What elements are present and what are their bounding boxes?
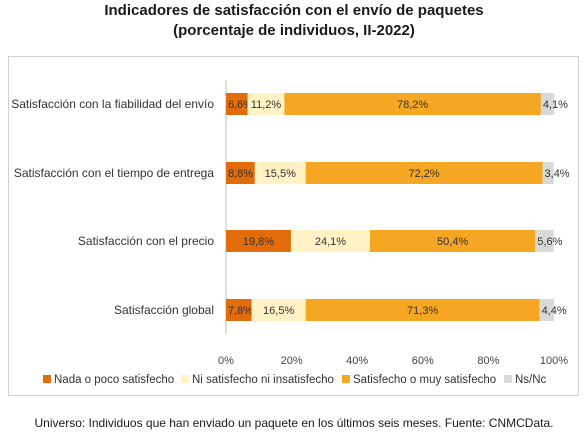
legend-label: Nada o poco satisfecho	[54, 374, 174, 386]
data-label: 50,4%	[437, 236, 468, 248]
chart-title: Indicadores de satisfacción con el envío…	[104, 2, 484, 19]
data-label: 4,4%	[542, 305, 567, 317]
data-label: 5,6%	[537, 236, 562, 248]
bar-segment	[540, 93, 555, 115]
legend-label: Ni satisfecho ni insatisfecho	[192, 374, 334, 386]
legend-label: Satisfecho o muy satisfecho	[353, 374, 496, 386]
legend-swatch	[504, 375, 512, 383]
x-tick-label: 80%	[477, 355, 499, 367]
bar-segment	[290, 230, 370, 252]
plot-frame	[8, 56, 579, 396]
data-label: 19,8%	[243, 236, 274, 248]
bar-segment	[284, 93, 541, 115]
data-label: 8,8%	[228, 168, 253, 180]
data-label: 4,1%	[543, 99, 568, 111]
data-label: 11,2%	[251, 99, 282, 111]
data-label: 72,2%	[409, 168, 440, 180]
legend-swatch	[181, 375, 189, 383]
data-label: 71,3%	[407, 305, 438, 317]
data-label: 24,1%	[315, 236, 346, 248]
bar-segment	[542, 162, 554, 184]
data-label: 3,4%	[545, 168, 570, 180]
bar-segment	[535, 230, 554, 252]
data-label: 7,8%	[228, 305, 253, 317]
bar-segment	[305, 299, 540, 321]
data-label: 15,5%	[265, 168, 296, 180]
category-label: Satisfacción con el precio	[78, 234, 214, 248]
x-tick-label: 60%	[412, 355, 434, 367]
data-label: 16,5%	[263, 305, 294, 317]
x-tick-label: 0%	[218, 355, 234, 367]
category-label: Satisfacción global	[114, 303, 214, 317]
bar-segment	[226, 93, 248, 115]
bar-segment	[305, 162, 543, 184]
x-tick-label: 40%	[346, 355, 368, 367]
bar-segment	[539, 299, 554, 321]
bar-segment	[247, 93, 285, 115]
x-tick-label: 20%	[281, 355, 303, 367]
category-label: Satisfacción con el tiempo de entrega	[14, 166, 214, 180]
data-label: 78,2%	[397, 99, 428, 111]
legend-label: Ns/Nc	[515, 374, 547, 386]
bar-segment	[226, 299, 252, 321]
bar-segment	[226, 230, 291, 252]
legend-swatch	[342, 375, 350, 383]
x-tick-label: 100%	[540, 355, 568, 367]
chart-footnote: Universo: Individuos que han enviado un …	[34, 416, 554, 430]
bar-segment	[254, 162, 306, 184]
legend-swatch	[43, 375, 51, 383]
bar-segment	[369, 230, 536, 252]
bar-segment	[226, 162, 255, 184]
data-label: 6,6%	[228, 99, 253, 111]
category-label: Satisfacción con la fiabilidad del envío	[11, 97, 214, 111]
chart-subtitle: (porcentaje de individuos, II-2022)	[173, 22, 415, 39]
bar-segment	[251, 299, 306, 321]
